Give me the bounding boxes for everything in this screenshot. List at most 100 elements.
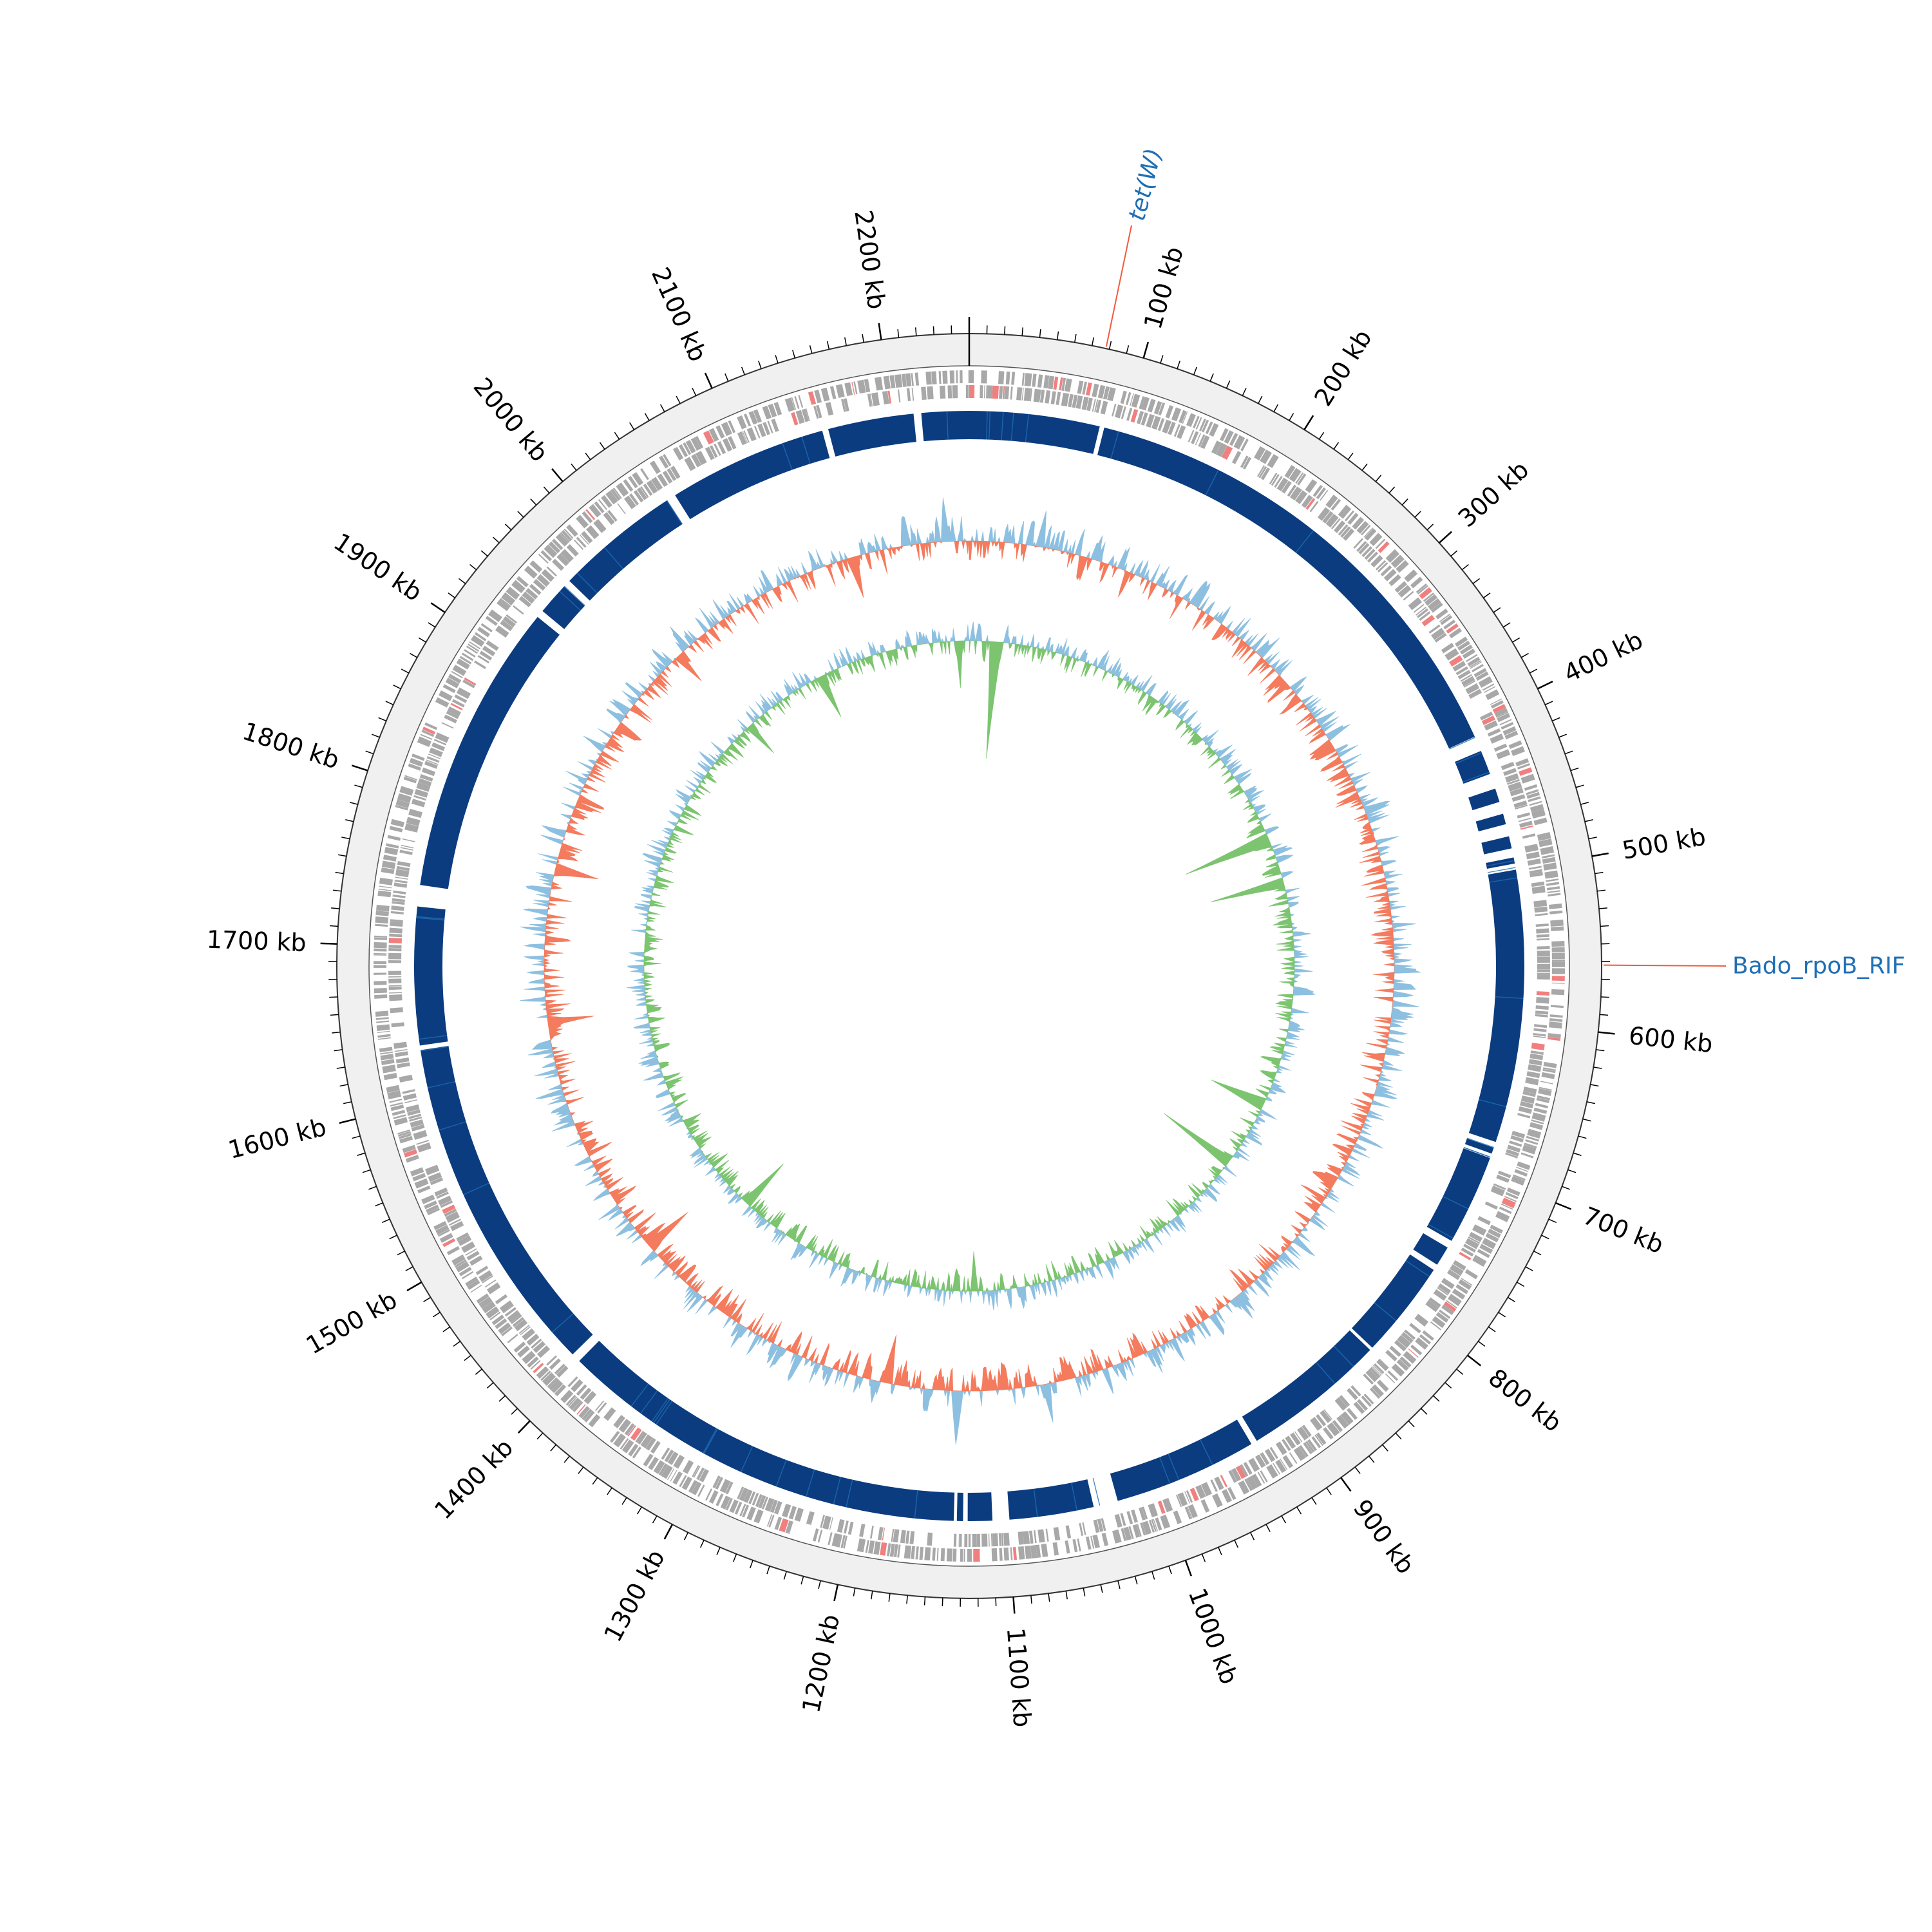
gene-feature-reverse [556,1365,569,1378]
gene-feature-reverse [1461,1247,1474,1257]
gene-feature-reverse [607,509,618,522]
blast-hit-segment [579,1341,955,1521]
gene-feature-forward [857,1538,866,1553]
gene-feature-reverse [1369,1367,1381,1379]
blast-hit-streak [946,411,949,440]
gene-feature-forward [1052,1542,1059,1556]
minor-tick [1426,524,1434,531]
gene-feature-forward [1446,623,1459,634]
gene-feature-forward [467,1279,480,1290]
gene-feature-forward [403,1149,418,1158]
gene-feature-reverse [560,549,574,563]
gene-feature-forward [649,460,661,475]
minor-tick [1529,668,1538,674]
gene-feature-forward [374,972,387,975]
gene-feature-forward [1193,415,1200,429]
gene-feature-reverse [1505,773,1519,783]
gene-feature-reverse [393,882,408,888]
gene-feature-forward [1482,1238,1497,1249]
gene-feature-reverse [717,440,726,455]
blast-hit-streak [801,436,811,464]
gene-feature-reverse [1484,720,1498,731]
gene-feature-forward [1415,1337,1428,1350]
gene-feature-forward [753,409,762,423]
gene-feature-forward [1148,1520,1155,1533]
gene-feature-forward [1490,1224,1503,1234]
gene-feature-reverse [576,1384,587,1396]
gene-feature-forward [956,370,958,384]
gene-feature-reverse [1033,388,1041,402]
gene-feature-forward [1525,1139,1539,1145]
major-tick [320,942,337,945]
gene-feature-reverse [394,1048,408,1052]
minor-tick [1456,1368,1464,1375]
gene-feature-reverse [1141,1506,1148,1520]
gene-feature-forward [1517,763,1530,770]
gene-feature-forward [1391,1363,1405,1377]
gene-feature-reverse [395,1051,408,1057]
minor-tick [1600,925,1609,927]
gene-feature-forward [901,374,907,387]
minor-tick [942,1598,943,1607]
gene-feature-reverse [495,1294,507,1305]
gene-feature-reverse [1114,1513,1122,1528]
gene-feature-forward [452,665,467,676]
gene-feature-forward [1550,919,1564,927]
gene-feature-forward [628,475,638,489]
gene-feature-reverse [1517,1113,1531,1119]
gene-feature-reverse [1075,395,1083,410]
gene-feature-forward [380,1054,394,1061]
gene-feature-reverse [1479,712,1493,721]
gene-feature-reverse [1524,844,1539,853]
minor-tick [699,1540,705,1548]
minor-tick [578,1466,584,1474]
minor-tick [362,1169,371,1173]
gene-feature-forward [381,1059,395,1065]
gene-feature-reverse [1343,528,1355,541]
gene-feature-forward [1549,1018,1563,1022]
gene-feature-forward [1209,422,1219,437]
tick-label: 2200 kb [849,209,891,312]
gene-feature-forward [808,391,817,405]
gene-feature-forward [1061,377,1066,391]
gene-feature-reverse [1126,408,1133,421]
gene-feature-forward [969,370,974,384]
gene-feature-forward [1410,1344,1423,1356]
gene-feature-forward [936,1548,939,1561]
minor-tick [749,1560,753,1569]
gene-feature-reverse [1162,419,1172,434]
gene-feature-reverse [1437,1283,1452,1294]
gene-feature-forward [1452,1288,1466,1300]
gene-feature-forward [663,453,672,466]
gene-feature-forward [397,793,412,803]
gene-feature-forward [952,1548,957,1562]
gene-feature-reverse [546,566,557,577]
gene-feature-reverse [406,1104,420,1113]
gene-feature-reverse [1053,1527,1061,1541]
gene-feature-forward [1544,870,1558,879]
gene-feature-reverse [927,386,934,400]
gene-feature-reverse [1515,804,1528,810]
gene-feature-forward [1266,1464,1278,1479]
gene-feature-forward [1195,417,1202,430]
minor-tick [614,431,620,440]
gene-feature-reverse [1376,560,1387,571]
gene-feature-forward [659,455,669,469]
gene-feature-forward [831,1533,841,1548]
gene-feature-reverse [566,544,579,557]
gene-feature-reverse [392,901,405,905]
gene-feature-forward [469,641,481,650]
gene-feature-reverse [1287,484,1297,497]
gene-feature-forward [421,1194,435,1204]
gene-feature-reverse [482,645,496,657]
gene-feature-forward [946,1548,953,1562]
minor-tick [1296,1506,1302,1515]
gene-feature-reverse [1428,624,1441,634]
gene-feature-forward [374,942,387,949]
gene-feature-reverse [782,1503,791,1518]
gene-feature-reverse [1508,781,1522,791]
gene-feature-forward [1010,1547,1013,1560]
gene-feature-forward [905,373,912,387]
gene-feature-reverse [469,1255,483,1266]
gene-feature-forward [1499,1206,1512,1215]
